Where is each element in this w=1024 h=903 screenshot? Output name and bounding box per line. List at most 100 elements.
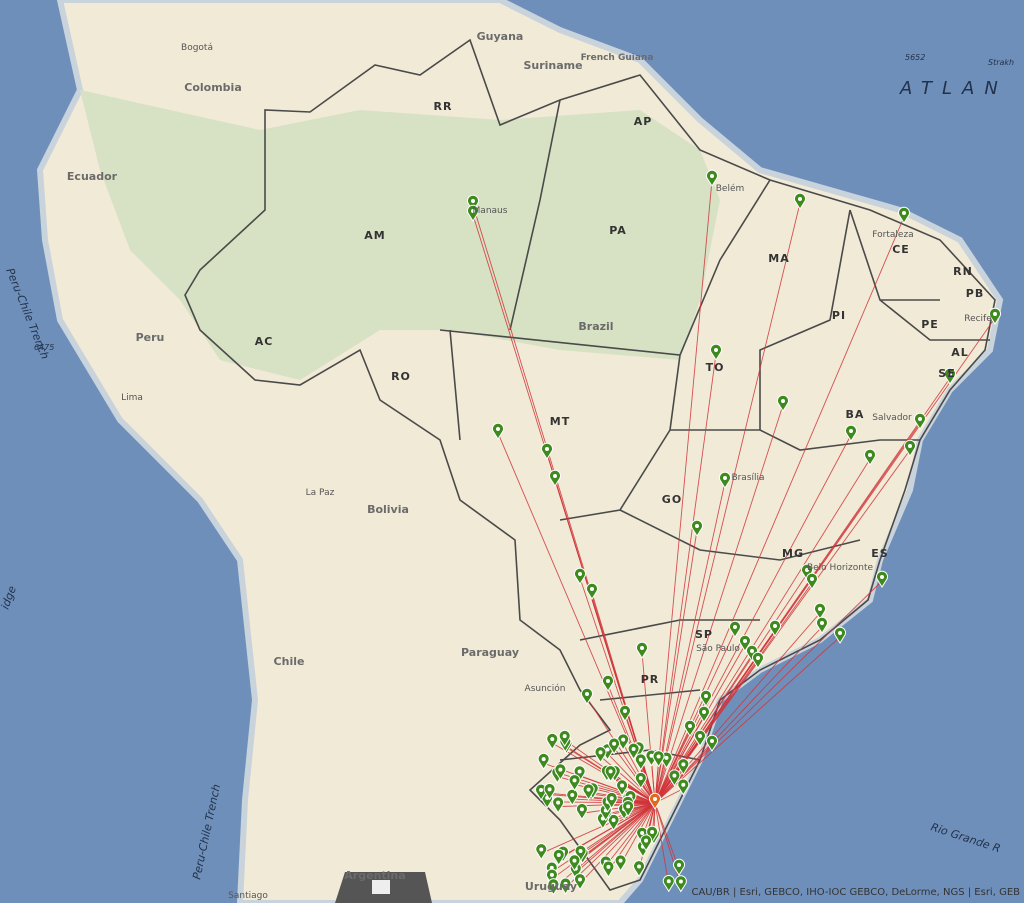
site-marker[interactable]: [677, 778, 690, 796]
brazil-border: [184, 38, 996, 891]
site-marker[interactable]: [634, 753, 647, 771]
site-marker[interactable]: [627, 742, 640, 760]
pin-dot: [678, 879, 683, 884]
site-marker[interactable]: [582, 783, 595, 801]
site-marker[interactable]: [568, 774, 581, 792]
site-marker[interactable]: [640, 834, 653, 852]
site-marker[interactable]: [777, 394, 789, 412]
site-marker[interactable]: [801, 563, 813, 581]
site-marker[interactable]: [604, 765, 617, 783]
site-marker[interactable]: [636, 641, 648, 659]
site-marker[interactable]: [904, 439, 916, 457]
site-marker[interactable]: [554, 763, 567, 781]
site-marker[interactable]: [898, 206, 910, 224]
site-marker[interactable]: [546, 732, 559, 751]
site-marker[interactable]: [574, 873, 586, 891]
site-marker[interactable]: [605, 791, 618, 810]
site-marker[interactable]: [614, 854, 627, 872]
site-marker[interactable]: [706, 169, 718, 187]
site-marker[interactable]: [537, 752, 550, 771]
site-marker[interactable]: [566, 788, 579, 806]
site-marker[interactable]: [700, 689, 712, 707]
site-marker[interactable]: [652, 750, 665, 768]
pin-dot: [558, 767, 563, 772]
site-marker[interactable]: [814, 602, 826, 620]
site-marker[interactable]: [575, 802, 588, 821]
site-marker[interactable]: [616, 779, 629, 797]
markers: [467, 169, 1001, 896]
city-label: Recife: [964, 314, 992, 324]
site-marker[interactable]: [876, 570, 888, 588]
hub-marker[interactable]: [649, 792, 661, 810]
site-marker[interactable]: [558, 729, 571, 748]
site-marker[interactable]: [691, 519, 703, 537]
site-marker[interactable]: [646, 825, 659, 843]
site-marker[interactable]: [594, 746, 607, 764]
site-marker[interactable]: [545, 868, 558, 886]
site-marker[interactable]: [719, 471, 731, 489]
site-marker[interactable]: [607, 813, 620, 832]
site-marker[interactable]: [586, 582, 598, 600]
site-marker[interactable]: [694, 729, 706, 747]
site-marker[interactable]: [574, 844, 587, 862]
site-marker[interactable]: [710, 343, 722, 361]
site-marker[interactable]: [543, 783, 556, 801]
site-marker[interactable]: [467, 204, 479, 222]
site-marker[interactable]: [547, 878, 560, 896]
site-marker[interactable]: [752, 651, 764, 669]
site-marker[interactable]: [568, 854, 581, 872]
site-marker[interactable]: [674, 875, 687, 893]
site-marker[interactable]: [492, 422, 504, 440]
pin-dot: [563, 881, 568, 886]
pin-body: [616, 779, 629, 797]
pin-dot: [556, 852, 561, 857]
site-marker[interactable]: [622, 800, 635, 818]
site-marker[interactable]: [668, 769, 681, 787]
site-marker[interactable]: [698, 705, 710, 723]
site-marker[interactable]: [559, 877, 572, 895]
site-marker[interactable]: [541, 442, 553, 460]
site-marker[interactable]: [634, 771, 647, 790]
site-marker[interactable]: [552, 796, 565, 814]
site-marker[interactable]: [944, 367, 956, 385]
site-marker[interactable]: [845, 424, 857, 442]
site-marker[interactable]: [769, 619, 781, 637]
state-label: TO: [706, 361, 725, 374]
site-marker[interactable]: [552, 848, 565, 866]
site-marker[interactable]: [739, 634, 751, 652]
site-marker[interactable]: [706, 734, 718, 752]
site-marker[interactable]: [574, 567, 586, 585]
city-label: Fortaleza: [872, 230, 913, 240]
pin-body: [674, 875, 687, 893]
site-marker[interactable]: [633, 860, 646, 878]
site-marker[interactable]: [914, 412, 926, 430]
site-marker[interactable]: [573, 765, 586, 783]
site-marker[interactable]: [806, 572, 818, 590]
site-marker[interactable]: [684, 719, 696, 737]
site-marker[interactable]: [549, 469, 561, 487]
site-marker[interactable]: [535, 843, 548, 861]
site-marker[interactable]: [864, 448, 876, 466]
site-marker[interactable]: [467, 194, 479, 212]
site-marker[interactable]: [662, 874, 675, 893]
site-marker[interactable]: [834, 626, 846, 644]
site-marker[interactable]: [602, 674, 614, 692]
pin-dot: [608, 769, 613, 774]
pin-body: [794, 192, 806, 210]
site-marker[interactable]: [602, 860, 615, 878]
pin-body: [694, 729, 706, 747]
pin-body: [677, 778, 690, 796]
site-marker[interactable]: [989, 307, 1001, 325]
site-marker[interactable]: [608, 737, 621, 755]
site-marker[interactable]: [794, 192, 806, 210]
pin-body: [552, 848, 565, 866]
site-marker[interactable]: [677, 758, 690, 776]
site-marker[interactable]: [673, 858, 686, 877]
pin-dot: [545, 447, 549, 451]
pin-body: [662, 874, 675, 893]
site-marker[interactable]: [581, 687, 593, 705]
state-label: PI: [832, 309, 846, 322]
site-marker[interactable]: [619, 704, 631, 722]
site-marker[interactable]: [729, 620, 741, 638]
site-marker[interactable]: [816, 616, 828, 634]
